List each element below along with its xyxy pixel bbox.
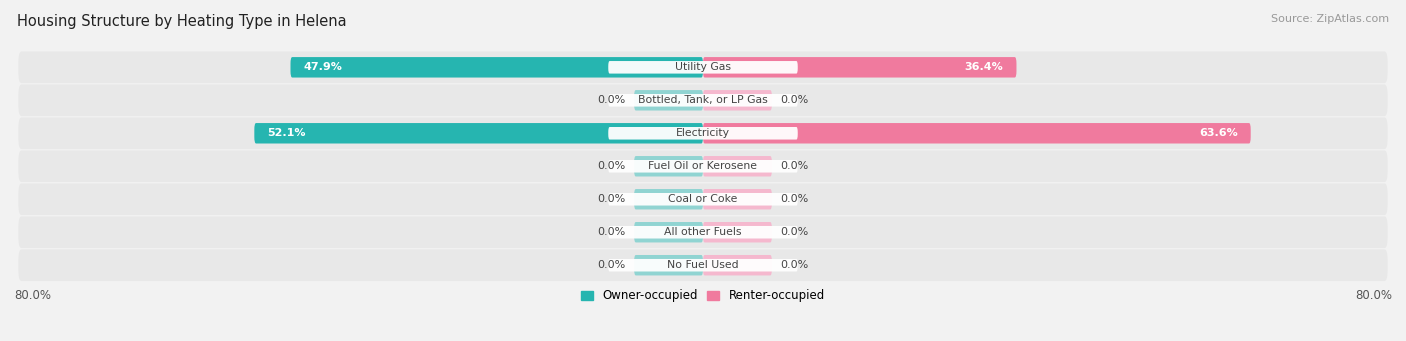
Text: Housing Structure by Heating Type in Helena: Housing Structure by Heating Type in Hel… bbox=[17, 14, 346, 29]
Text: Electricity: Electricity bbox=[676, 128, 730, 138]
FancyBboxPatch shape bbox=[18, 117, 1388, 149]
FancyBboxPatch shape bbox=[634, 189, 703, 209]
FancyBboxPatch shape bbox=[18, 51, 1388, 83]
Legend: Owner-occupied, Renter-occupied: Owner-occupied, Renter-occupied bbox=[581, 290, 825, 302]
FancyBboxPatch shape bbox=[634, 156, 703, 177]
FancyBboxPatch shape bbox=[634, 222, 703, 242]
Text: All other Fuels: All other Fuels bbox=[664, 227, 742, 237]
Text: Fuel Oil or Kerosene: Fuel Oil or Kerosene bbox=[648, 161, 758, 171]
FancyBboxPatch shape bbox=[703, 123, 1251, 144]
Text: 0.0%: 0.0% bbox=[780, 227, 808, 237]
Text: 0.0%: 0.0% bbox=[780, 194, 808, 204]
FancyBboxPatch shape bbox=[609, 127, 797, 139]
Text: 0.0%: 0.0% bbox=[598, 95, 626, 105]
FancyBboxPatch shape bbox=[609, 94, 797, 106]
FancyBboxPatch shape bbox=[18, 150, 1388, 182]
FancyBboxPatch shape bbox=[703, 156, 772, 177]
Text: 0.0%: 0.0% bbox=[598, 260, 626, 270]
Text: 80.0%: 80.0% bbox=[14, 289, 51, 302]
FancyBboxPatch shape bbox=[254, 123, 703, 144]
Text: 52.1%: 52.1% bbox=[267, 128, 305, 138]
Text: 0.0%: 0.0% bbox=[598, 227, 626, 237]
FancyBboxPatch shape bbox=[609, 259, 797, 271]
Text: 0.0%: 0.0% bbox=[598, 161, 626, 171]
FancyBboxPatch shape bbox=[703, 255, 772, 276]
Text: 0.0%: 0.0% bbox=[780, 161, 808, 171]
Text: 80.0%: 80.0% bbox=[1355, 289, 1392, 302]
FancyBboxPatch shape bbox=[18, 249, 1388, 281]
FancyBboxPatch shape bbox=[18, 85, 1388, 116]
FancyBboxPatch shape bbox=[291, 57, 703, 77]
Text: Utility Gas: Utility Gas bbox=[675, 62, 731, 72]
FancyBboxPatch shape bbox=[609, 193, 797, 206]
FancyBboxPatch shape bbox=[703, 222, 772, 242]
FancyBboxPatch shape bbox=[18, 183, 1388, 215]
Text: Bottled, Tank, or LP Gas: Bottled, Tank, or LP Gas bbox=[638, 95, 768, 105]
Text: Source: ZipAtlas.com: Source: ZipAtlas.com bbox=[1271, 14, 1389, 24]
FancyBboxPatch shape bbox=[703, 189, 772, 209]
Text: 36.4%: 36.4% bbox=[965, 62, 1004, 72]
FancyBboxPatch shape bbox=[703, 90, 772, 110]
FancyBboxPatch shape bbox=[703, 57, 1017, 77]
Text: 0.0%: 0.0% bbox=[598, 194, 626, 204]
Text: 47.9%: 47.9% bbox=[304, 62, 342, 72]
Text: 0.0%: 0.0% bbox=[780, 260, 808, 270]
FancyBboxPatch shape bbox=[18, 217, 1388, 248]
Text: No Fuel Used: No Fuel Used bbox=[668, 260, 738, 270]
FancyBboxPatch shape bbox=[609, 226, 797, 238]
FancyBboxPatch shape bbox=[634, 255, 703, 276]
Text: 63.6%: 63.6% bbox=[1199, 128, 1237, 138]
FancyBboxPatch shape bbox=[609, 61, 797, 74]
FancyBboxPatch shape bbox=[609, 160, 797, 173]
Text: 0.0%: 0.0% bbox=[780, 95, 808, 105]
Text: Coal or Coke: Coal or Coke bbox=[668, 194, 738, 204]
FancyBboxPatch shape bbox=[634, 90, 703, 110]
